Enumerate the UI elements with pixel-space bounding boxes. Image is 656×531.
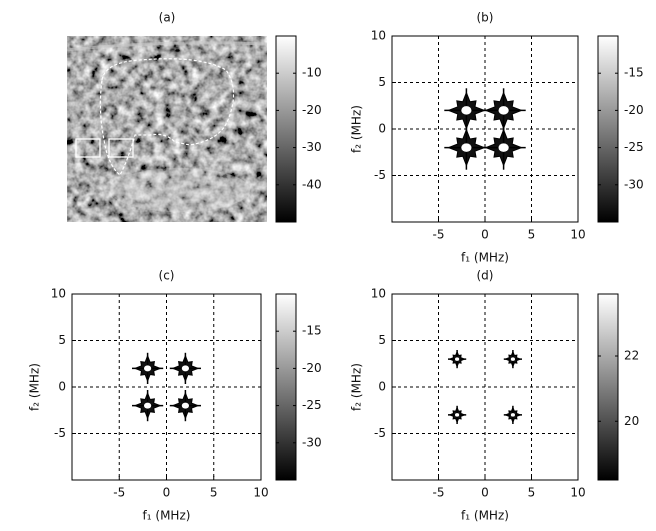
y-tick-label: 0 [378,122,386,136]
x-tick-label: 5 [528,486,536,500]
peak-center [144,365,151,371]
peak-center [511,413,515,417]
peak-center [182,403,189,409]
x-axis-label: f₁ (MHz) [461,509,509,523]
y-tick-label: 10 [371,29,386,43]
x-tick-label: -5 [113,486,125,500]
colorbar-tick-label: -30 [302,435,322,449]
y-tick-label: -5 [374,426,386,440]
x-axis-label: f₁ (MHz) [461,251,509,265]
y-axis-label: f₂ (MHz) [350,105,364,153]
y-tick-label: 10 [371,287,386,301]
y-tick-label: 5 [378,75,386,89]
x-tick-label: 5 [528,228,536,242]
colorbar-tick-label: -15 [302,324,322,338]
y-tick-label: -5 [54,426,66,440]
colorbar-tick-label: -20 [624,103,644,117]
bright-region [110,168,250,212]
panel-title: (c) [159,269,175,283]
x-tick-label: -5 [433,486,445,500]
colorbar-tick-label: -10 [302,66,322,80]
x-tick-label: 5 [210,486,218,500]
x-tick-label: 0 [163,486,171,500]
y-tick-label: 5 [378,333,386,347]
colorbar-tick-label: 22 [624,349,639,363]
y-tick-label: 0 [378,380,386,394]
y-axis-label: f₂ (MHz) [28,363,42,411]
peak-center [461,143,471,152]
peak-center [144,403,151,409]
peak-center [182,365,189,371]
colorbar-tick-label: -25 [624,140,644,154]
x-tick-label: 10 [570,486,585,500]
colorbar-tick-label: 20 [624,414,639,428]
colorbar [598,294,618,480]
ultrasound-image [67,36,267,222]
y-tick-label: 0 [58,380,66,394]
x-tick-label: 10 [570,228,585,242]
x-tick-label: 10 [253,486,268,500]
colorbar [276,294,296,480]
panel-title: (d) [477,269,494,283]
colorbar-tick-label: -25 [302,398,322,412]
panel-title: (a) [159,11,176,25]
peak-center [499,106,509,115]
peak-center [461,106,471,115]
peak-center [499,143,509,152]
y-tick-label: 10 [51,287,66,301]
peak-center [511,357,515,361]
y-tick-label: -5 [374,168,386,182]
colorbar-tick-label: -20 [302,103,322,117]
figure: (a) -10 -20 -30 -40 -5 0 5 10 -5 0 5 10 (b) f₁ (MHz) f₂… [0,0,656,527]
colorbar-tick-label: -15 [624,66,644,80]
colorbar [598,36,618,222]
colorbar-tick-label: -20 [302,361,322,375]
colorbar [276,36,296,222]
panel-title: (b) [477,11,494,25]
peak-center [455,413,459,417]
x-axis-label: f₁ (MHz) [143,509,191,523]
x-tick-label: -5 [433,228,445,242]
y-axis-label: f₂ (MHz) [350,363,364,411]
colorbar-tick-label: -40 [302,177,322,191]
colorbar-tick-label: -30 [302,140,322,154]
colorbar-tick-label: -30 [624,177,644,191]
y-tick-label: 5 [58,333,66,347]
x-tick-label: 0 [481,486,489,500]
x-tick-label: 0 [481,228,489,242]
peak-center [455,357,459,361]
